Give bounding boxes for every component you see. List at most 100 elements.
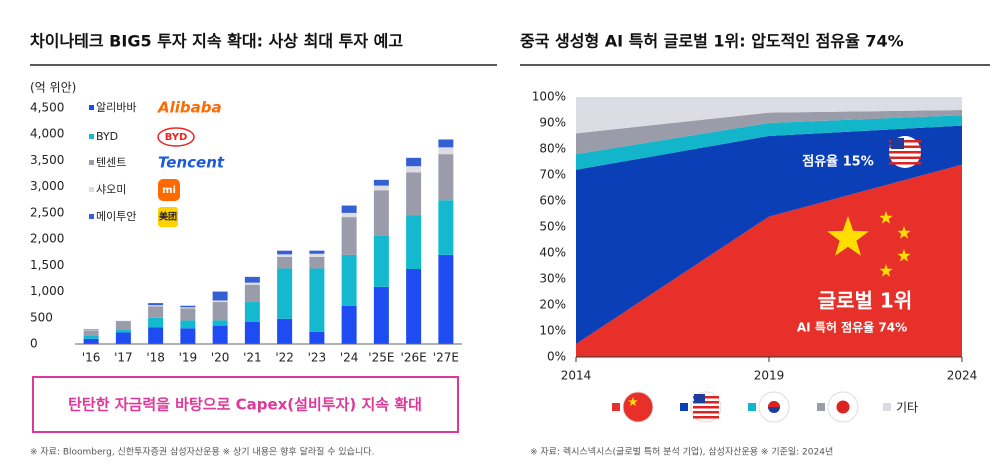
us-stripe <box>889 162 921 165</box>
jp-sun <box>836 400 850 414</box>
bar-segment <box>180 305 196 308</box>
bar-segment <box>406 166 422 173</box>
bar-segment <box>373 235 389 287</box>
legend-swatch <box>748 403 756 411</box>
x-tick-label: '22 <box>275 351 294 365</box>
bar-segment <box>277 256 293 269</box>
bar-segment <box>373 185 389 191</box>
y-tick-label: 500 <box>30 310 53 324</box>
y-tick-label: 4,000 <box>30 127 64 141</box>
x-tick-label: '18 <box>146 351 165 365</box>
y-tick-label: 20% <box>539 298 566 312</box>
y-tick-label: 100% <box>532 90 566 104</box>
bar-segment <box>148 327 164 344</box>
x-tick-label: 2014 <box>561 369 592 383</box>
y-tick-label: 4,500 <box>30 101 64 115</box>
bar-segment <box>341 212 357 218</box>
logo: mi <box>162 185 176 196</box>
legend-label: 기타 <box>896 401 918 415</box>
bar-segment <box>115 321 131 322</box>
flag-star <box>827 216 869 256</box>
bar-segment <box>212 325 228 344</box>
us-stripe <box>693 411 719 414</box>
bar-segment <box>212 302 228 321</box>
bar-segment <box>180 320 196 329</box>
x-tick-label: '26E <box>401 351 427 365</box>
y-tick-label: 1,500 <box>30 258 64 272</box>
legend-swatch <box>89 187 94 192</box>
bar-segment <box>148 303 164 306</box>
legend-swatch <box>89 160 94 165</box>
bar-segment <box>115 332 131 344</box>
bar-segment <box>438 154 454 201</box>
x-tick-label: '17 <box>114 351 133 365</box>
callout: 탄탄한 자금력을 바탕으로 Capex(설비투자) 지속 확대 <box>68 396 422 414</box>
x-tick-label: '16 <box>82 351 101 365</box>
bar-segment <box>438 254 454 344</box>
y-tick-label: 2,000 <box>30 232 64 246</box>
bar-segment <box>309 268 325 332</box>
bar-segment <box>244 321 260 344</box>
bar-segment <box>83 335 99 339</box>
source: ※ 자료: Bloomberg, 신한투자증권 삼성자산운용 ※ 상기 내용은 … <box>30 446 374 458</box>
legend-swatch <box>89 214 94 219</box>
y-tick-label: 1,000 <box>30 284 64 298</box>
bar-segment <box>244 284 260 303</box>
bar-segment <box>406 172 422 216</box>
y-tick-label: 3,500 <box>30 153 64 167</box>
area <box>576 115 962 170</box>
bar-segment <box>212 291 228 301</box>
source: ※ 자료: 렉시스넥시스(글로벌 특허 분석 기업), 삼성자산운용 ※ 기준일… <box>530 447 833 458</box>
y-tick-label: 50% <box>539 220 566 234</box>
us-canton <box>694 394 705 403</box>
x-tick-label: 2019 <box>754 369 785 383</box>
logo-frame <box>158 179 180 201</box>
bar-segment <box>309 331 325 344</box>
bar-segment <box>244 282 260 285</box>
legend-swatch <box>89 105 94 110</box>
bar-segment <box>406 269 422 344</box>
callout-box <box>32 376 459 433</box>
us-stripe <box>693 406 719 409</box>
us-stripe <box>889 140 921 143</box>
us-stripe <box>693 396 719 399</box>
bar-segment <box>180 328 196 344</box>
us-canton <box>891 138 904 149</box>
legend-swatch <box>680 403 688 411</box>
bar-segment <box>180 308 196 321</box>
legend-label: BYD <box>96 130 118 143</box>
legend-label: 텐센트 <box>96 156 126 169</box>
area <box>576 164 962 357</box>
bar-segment <box>373 179 389 186</box>
bar-segment <box>406 215 422 270</box>
flag-star <box>879 264 893 277</box>
x-tick-label: '23 <box>308 351 327 365</box>
bar-segment <box>83 329 99 331</box>
x-tick-label: '25E <box>368 351 394 365</box>
y-tick-label: 2,500 <box>30 205 64 219</box>
bar-segment <box>438 147 454 155</box>
flag-star <box>879 211 893 224</box>
bar-segment <box>148 317 164 328</box>
bar-segment <box>277 318 293 344</box>
plot-area <box>576 97 962 357</box>
bar-segment <box>180 307 196 309</box>
flag-star <box>628 397 638 407</box>
bar-segment <box>148 305 164 307</box>
bar-segment <box>244 276 260 283</box>
bar-segment <box>115 321 131 330</box>
y-unit: (억 위안) <box>30 81 76 95</box>
bar-segment <box>115 320 131 322</box>
chart-title: 중국 생성형 AI 특허 글로벌 1위: 압도적인 점유율 74% <box>520 32 904 51</box>
bar-segment <box>341 217 357 255</box>
bar-segment <box>115 329 131 333</box>
y-tick-label: 80% <box>539 142 566 156</box>
bar-segment <box>438 139 454 148</box>
y-tick-label: 10% <box>539 324 566 338</box>
kr-red <box>768 401 780 407</box>
x-tick-label: 2024 <box>947 369 978 383</box>
bar-segment <box>406 157 422 167</box>
annotation: 글로벌 1위 <box>818 289 912 313</box>
us-stripe <box>889 151 921 154</box>
y-tick-label: 0 <box>30 337 38 351</box>
